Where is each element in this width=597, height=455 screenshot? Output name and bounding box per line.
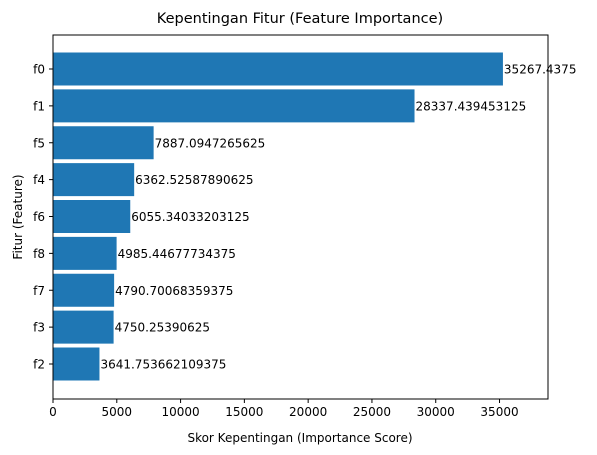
x-tick-label: 0	[49, 405, 57, 419]
x-axis-label: Skor Kepentingan (Importance Score)	[187, 431, 412, 445]
bar-value-label: 7887.0947265625	[155, 136, 266, 150]
y-ticks-group: f0 f1 f5 f4 f6 f8 f7 f3 f2	[33, 63, 53, 372]
bar-value-label: 4790.70068359375	[115, 284, 233, 298]
y-tick-label: f8	[33, 247, 45, 261]
bar-f0	[53, 52, 503, 86]
bar-f1	[53, 89, 415, 123]
bar-f3	[53, 310, 114, 344]
bar-f5	[53, 126, 154, 160]
bar-value-label: 6055.34033203125	[131, 210, 249, 224]
y-tick-label: f0	[33, 63, 45, 77]
bar-f6	[53, 200, 131, 233]
bar-value-label: 4985.44677734375	[118, 247, 236, 261]
y-axis-label: Fitur (Feature)	[11, 174, 25, 259]
bar-f7	[53, 273, 115, 307]
x-tick-label: 15000	[225, 405, 263, 419]
y-tick-label: f1	[33, 99, 45, 113]
bar-value-label: 28337.439453125	[416, 99, 527, 113]
bar-f4	[53, 163, 135, 197]
y-tick-label: f7	[33, 284, 45, 298]
x-tick-label: 25000	[353, 405, 391, 419]
bar-value-label: 35267.4375	[504, 63, 577, 77]
bar-value-label: 3641.753662109375	[100, 358, 226, 372]
x-tick-label: 20000	[289, 405, 327, 419]
x-tick-label: 30000	[417, 405, 455, 419]
y-tick-label: f3	[33, 321, 45, 335]
x-ticks-group: 0 5000 10000 15000 20000 25000 30000 35000	[49, 399, 519, 419]
y-tick-label: f2	[33, 358, 45, 372]
bar-value-label: 4750.25390625	[115, 321, 210, 335]
x-tick-label: 10000	[161, 405, 199, 419]
bar-value-label: 6362.52587890625	[135, 173, 253, 187]
y-tick-label: f4	[33, 173, 45, 187]
x-tick-label: 5000	[102, 405, 133, 419]
bar-labels-group: 35267.4375 28337.439453125 7887.0947265625…	[100, 63, 576, 372]
bars-group	[53, 52, 503, 381]
plot-frame	[52, 34, 549, 400]
chart-title: Kepentingan Fitur (Feature Importance)	[157, 11, 443, 27]
bar-f2	[53, 347, 100, 381]
x-tick-label: 35000	[480, 405, 518, 419]
y-tick-label: f6	[33, 210, 45, 224]
bar-f8	[53, 236, 117, 270]
y-tick-label: f5	[33, 136, 45, 150]
